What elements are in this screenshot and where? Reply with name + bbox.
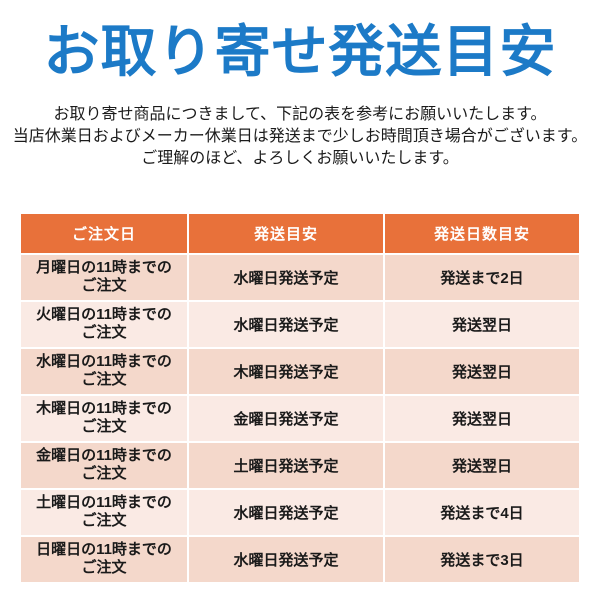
page-title: お取り寄せ発送目安	[43, 20, 557, 83]
ship-estimate-cell: 水曜日発送予定	[187, 299, 385, 349]
column-header-ship-estimate: 発送目安	[187, 211, 385, 255]
table-row-thursday: 木曜日の11時までの ご注文 金曜日発送予定 発送翌日	[19, 393, 581, 443]
table-row-saturday: 土曜日の11時までの ご注文 水曜日発送予定 発送まで4日	[19, 487, 581, 537]
ship-estimate-cell: 水曜日発送予定	[187, 534, 385, 584]
order-day-cell: 火曜日の11時までの ご注文	[19, 299, 189, 349]
intro-line-3: ご理解のほど、よろしくお願いいたします。	[141, 149, 459, 167]
column-header-ship-days: 発送日数目安	[383, 211, 581, 255]
table-header-row: ご注文日 発送目安 発送日数目安	[19, 211, 581, 255]
ship-days-cell: 発送翌日	[383, 346, 581, 396]
table-row-wednesday: 水曜日の11時までの ご注文 木曜日発送予定 発送翌日	[19, 346, 581, 396]
order-day-cell: 月曜日の11時までの ご注文	[19, 252, 189, 302]
ship-estimate-cell: 木曜日発送予定	[187, 346, 385, 396]
intro-line-1: お取り寄せ商品につきまして、下記の表を参考にお願いいたします。	[53, 105, 547, 123]
ship-days-cell: 発送まで3日	[383, 534, 581, 584]
ship-estimate-cell: 水曜日発送予定	[187, 252, 385, 302]
ship-estimate-cell: 金曜日発送予定	[187, 393, 385, 443]
order-day-cell: 日曜日の11時までの ご注文	[19, 534, 189, 584]
order-day-cell: 水曜日の11時までの ご注文	[19, 346, 189, 396]
order-day-cell: 木曜日の11時までの ご注文	[19, 393, 189, 443]
ship-days-cell: 発送翌日	[383, 393, 581, 443]
ship-days-cell: 発送まで2日	[383, 252, 581, 302]
intro-line-2: 当店休業日およびメーカー休業日は発送まで少しお時間頂き場合がございます。	[12, 127, 588, 145]
table-row-monday: 月曜日の11時までの ご注文 水曜日発送予定 発送まで2日	[19, 252, 581, 302]
order-day-cell: 金曜日の11時までの ご注文	[19, 440, 189, 490]
shipping-schedule-table: ご注文日 発送目安 発送日数目安 月曜日の11時までの ご注文 水曜日発送予定 …	[19, 211, 581, 584]
table-row-tuesday: 火曜日の11時までの ご注文 水曜日発送予定 発送翌日	[19, 299, 581, 349]
ship-days-cell: 発送翌日	[383, 299, 581, 349]
column-header-order-date: ご注文日	[19, 211, 189, 255]
order-day-cell: 土曜日の11時までの ご注文	[19, 487, 189, 537]
ship-days-cell: 発送まで4日	[383, 487, 581, 537]
ship-days-cell: 発送翌日	[383, 440, 581, 490]
intro-text: お取り寄せ商品につきまして、下記の表を参考にお願いいたします。 当店休業日および…	[0, 104, 600, 170]
ship-estimate-cell: 土曜日発送予定	[187, 440, 385, 490]
table-row-sunday: 日曜日の11時までの ご注文 水曜日発送予定 発送まで3日	[19, 534, 581, 584]
ship-estimate-cell: 水曜日発送予定	[187, 487, 385, 537]
table-row-friday: 金曜日の11時までの ご注文 土曜日発送予定 発送翌日	[19, 440, 581, 490]
